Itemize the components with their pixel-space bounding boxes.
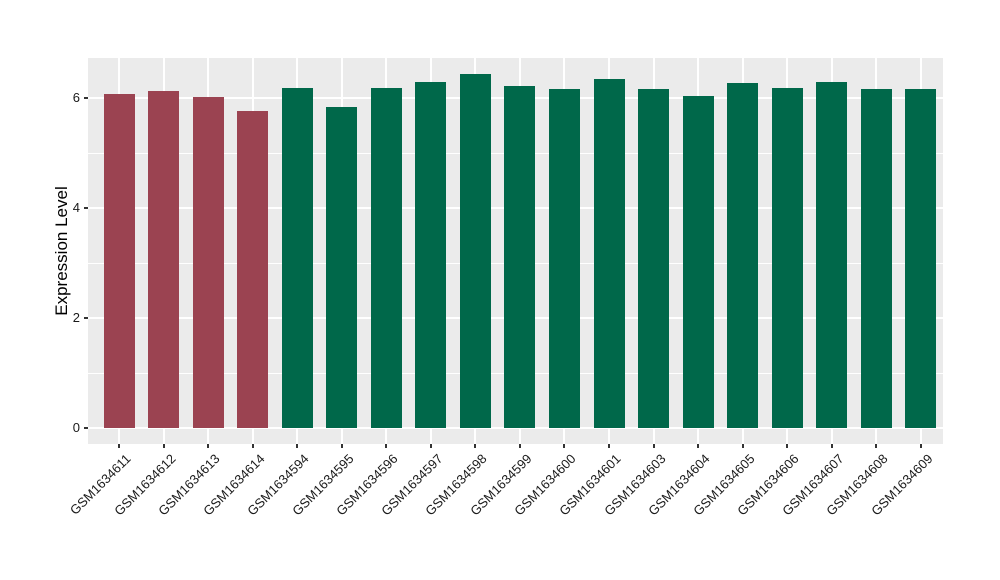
bar-GSM1634613 xyxy=(192,96,224,428)
bar-GSM1634598 xyxy=(459,73,491,428)
x-axis-tick xyxy=(741,444,744,448)
y-axis-tick xyxy=(84,427,88,429)
x-axis-tick xyxy=(786,444,789,448)
x-axis-tick xyxy=(830,444,833,448)
x-axis-tick xyxy=(697,444,700,448)
bar-GSM1634596 xyxy=(370,87,402,428)
bar-GSM1634614 xyxy=(237,110,269,428)
bar-GSM1634600 xyxy=(548,89,580,428)
x-axis-tick xyxy=(474,444,477,448)
y-axis-tick xyxy=(84,97,88,99)
x-axis-tick xyxy=(385,444,388,448)
x-axis-tick xyxy=(518,444,521,448)
x-axis-tick xyxy=(207,444,210,448)
y-tick-label: 2 xyxy=(72,310,80,325)
plot-panel xyxy=(88,58,943,444)
bar-GSM1634601 xyxy=(593,78,625,428)
bar-GSM1634611 xyxy=(103,93,135,428)
bar-GSM1634603 xyxy=(638,88,670,428)
bar-GSM1634606 xyxy=(771,88,803,428)
bar-GSM1634604 xyxy=(682,95,714,428)
x-axis-tick xyxy=(429,444,432,448)
x-axis-tick xyxy=(296,444,299,448)
x-axis-tick xyxy=(652,444,655,448)
y-axis-tick xyxy=(84,317,88,319)
x-axis-tick xyxy=(162,444,165,448)
x-axis-tick xyxy=(251,444,254,448)
x-axis-tick xyxy=(875,444,878,448)
bar-GSM1634608 xyxy=(860,89,892,428)
x-axis-tick xyxy=(118,444,121,448)
bar-GSM1634612 xyxy=(148,90,180,428)
bar-GSM1634599 xyxy=(504,86,536,428)
bar-GSM1634594 xyxy=(281,88,313,428)
gridline-major xyxy=(88,427,943,429)
y-tick-label: 0 xyxy=(72,420,80,435)
x-axis-tick xyxy=(563,444,566,448)
x-axis-tick xyxy=(340,444,343,448)
x-axis-tick xyxy=(919,444,922,448)
bar-GSM1634607 xyxy=(816,81,848,428)
y-tick-label: 6 xyxy=(72,90,80,105)
bar-GSM1634595 xyxy=(326,107,358,428)
y-tick-label: 4 xyxy=(72,200,80,215)
bar-GSM1634597 xyxy=(415,82,447,428)
y-axis-tick xyxy=(84,207,88,209)
bar-GSM1634605 xyxy=(727,83,759,428)
x-axis-tick xyxy=(608,444,611,448)
bar-GSM1634609 xyxy=(905,89,937,428)
